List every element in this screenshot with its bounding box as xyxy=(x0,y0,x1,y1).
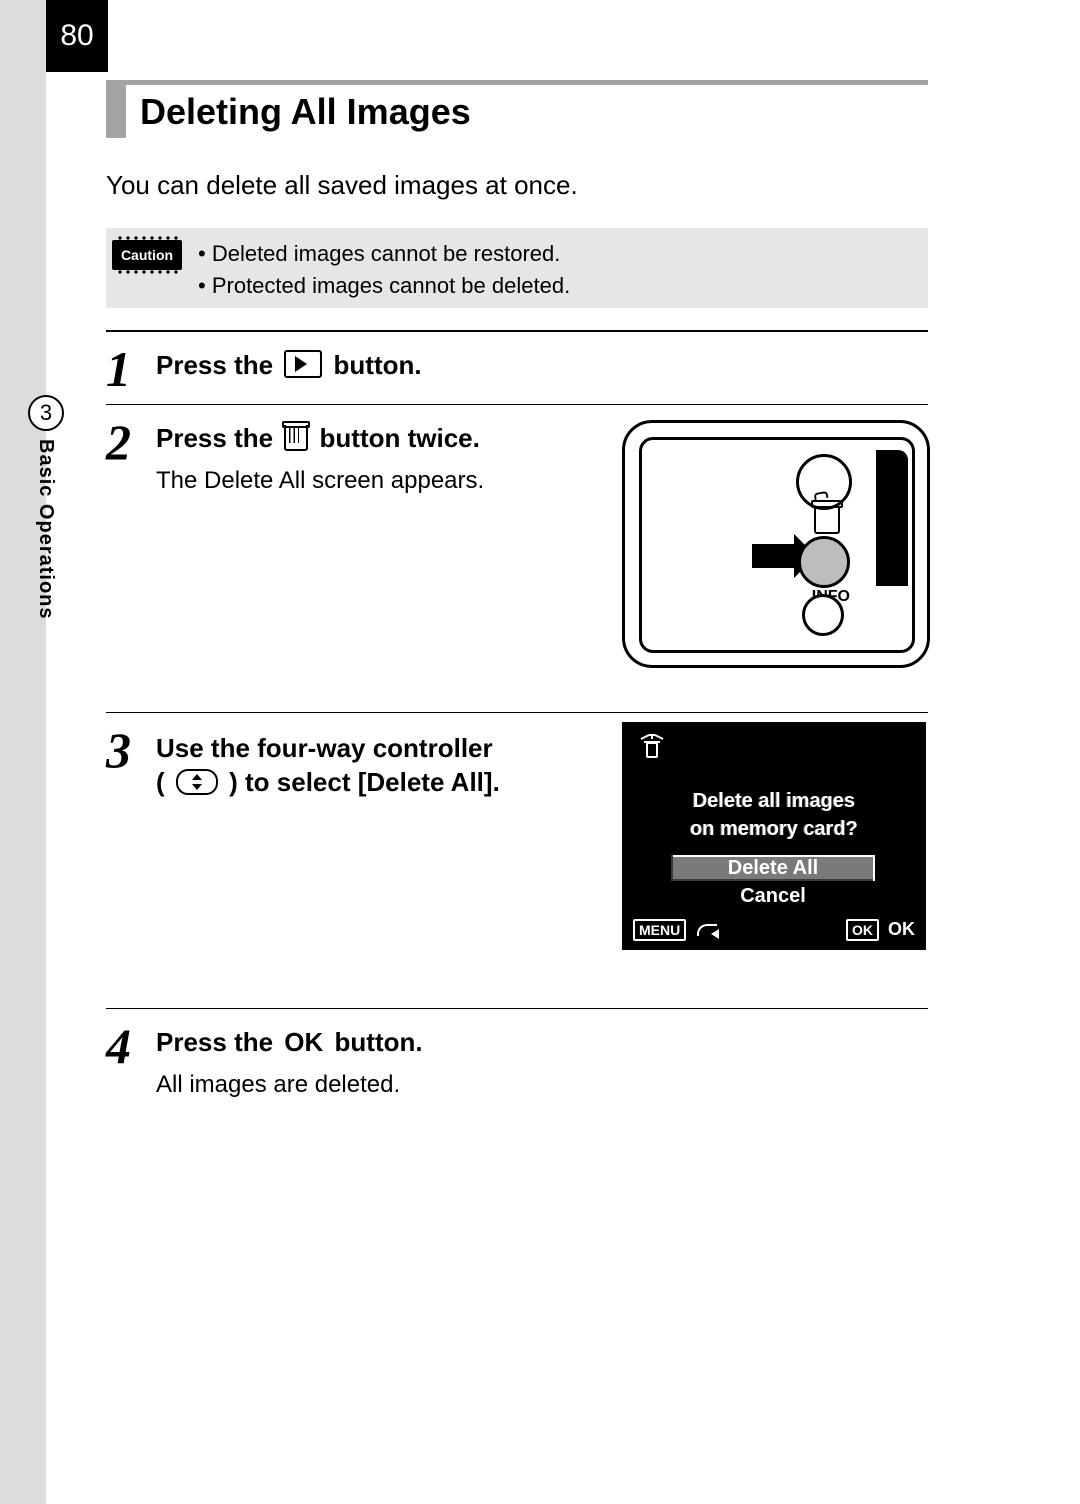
caution-box: Caution Deleted images cannot be restore… xyxy=(106,228,928,308)
step-1: 1 Press the button. xyxy=(106,330,928,332)
chapter-tab: 3 Basic Operations xyxy=(28,395,64,620)
arrow-icon xyxy=(752,544,796,568)
chapter-number: 3 xyxy=(28,395,64,431)
text: Press the xyxy=(156,350,280,380)
camera-delete-button xyxy=(798,536,850,588)
camera-illustration: INFO xyxy=(622,420,930,668)
text: Use the four-way controller xyxy=(156,733,493,763)
ok-hint: OK OK xyxy=(846,919,915,941)
text: Delete all images xyxy=(623,787,925,815)
caution-item: Deleted images cannot be restored. xyxy=(198,238,570,270)
four-way-up-down-icon xyxy=(176,769,218,795)
caution-badge: Caution xyxy=(112,240,182,270)
text: button. xyxy=(334,350,422,380)
step-title: Press the button. xyxy=(156,350,422,381)
ok-button-label: OK xyxy=(284,1027,323,1058)
step-body: The Delete All screen appears. xyxy=(156,467,484,495)
gutter xyxy=(0,0,46,1504)
text: ) to select [Delete All]. xyxy=(229,767,500,797)
camera-info-button xyxy=(802,594,844,636)
title-text: Deleting All Images xyxy=(140,91,471,133)
step-number: 3 xyxy=(106,721,131,779)
caution-item: Protected images cannot be deleted. xyxy=(198,270,570,302)
menu-hint: MENU xyxy=(633,919,719,941)
trash-icon xyxy=(284,425,308,451)
step-title: Press the button twice. xyxy=(156,423,480,454)
step-2: 2 Press the button twice. The Delete All… xyxy=(106,404,928,405)
text: Press the xyxy=(156,423,280,453)
title-accent xyxy=(106,85,126,138)
intro-text: You can delete all saved images at once. xyxy=(106,170,578,201)
menu-box: MENU xyxy=(633,919,686,941)
ok-text: OK xyxy=(888,919,915,939)
step-number: 2 xyxy=(106,413,131,471)
back-arrow-icon xyxy=(695,919,719,939)
lcd-message: Delete all images on memory card? xyxy=(623,787,925,843)
text: on memory card? xyxy=(623,815,925,843)
step-title: Press the OK button. xyxy=(156,1027,423,1058)
section-title: Deleting All Images xyxy=(106,80,928,143)
text: Press the xyxy=(156,1027,280,1057)
lcd-option-delete-all[interactable]: Delete All xyxy=(673,855,873,881)
playback-icon xyxy=(284,350,322,378)
chapter-label: Basic Operations xyxy=(34,439,57,620)
text: ( xyxy=(156,767,165,797)
ok-box: OK xyxy=(846,919,879,941)
lcd-option-cancel[interactable]: Cancel xyxy=(673,883,873,909)
camera-grip xyxy=(876,450,908,586)
step-title: Use the four-way controller ( ) to selec… xyxy=(156,731,500,799)
lcd-screen: Delete all images on memory card? Delete… xyxy=(622,722,926,950)
step-3: 3 Use the four-way controller ( ) to sel… xyxy=(106,712,928,713)
step-body: All images are deleted. xyxy=(156,1071,400,1099)
step-number: 1 xyxy=(106,340,131,398)
delete-all-icon xyxy=(637,733,667,768)
trash-icon xyxy=(814,506,840,534)
text: button. xyxy=(335,1027,423,1057)
step-4: 4 Press the OK button. All images are de… xyxy=(106,1008,928,1009)
lcd-footer: MENU OK OK xyxy=(633,919,915,941)
page-number: 80 xyxy=(46,0,108,72)
step-number: 4 xyxy=(106,1017,131,1075)
manual-page: 80 3 Basic Operations Deleting All Image… xyxy=(0,0,1080,1504)
caution-list: Deleted images cannot be restored. Prote… xyxy=(198,238,570,302)
text: button twice. xyxy=(320,423,480,453)
camera-body: INFO xyxy=(639,437,915,653)
